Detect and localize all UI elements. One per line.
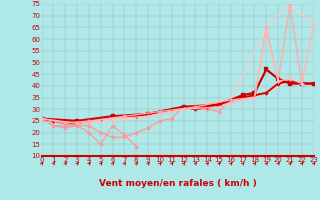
X-axis label: Vent moyen/en rafales ( km/h ): Vent moyen/en rafales ( km/h ): [99, 179, 256, 188]
